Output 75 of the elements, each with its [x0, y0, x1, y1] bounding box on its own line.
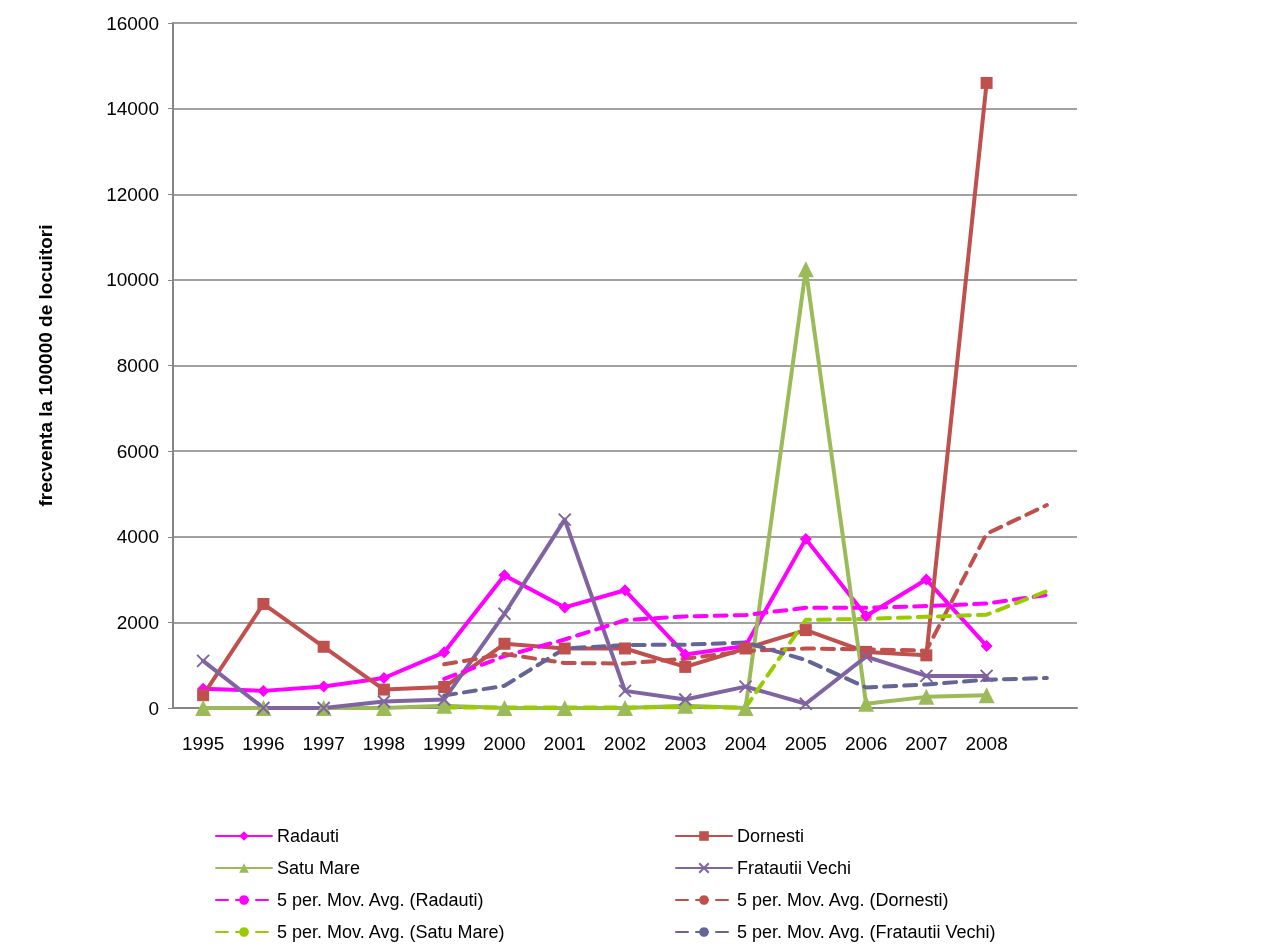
point [797, 261, 814, 278]
point [556, 700, 573, 716]
point [619, 584, 631, 597]
point [918, 688, 935, 705]
y-tick-label: 2000 [116, 611, 159, 633]
x-tick-label: 2007 [905, 733, 948, 754]
point [257, 684, 270, 697]
legend-label: Dornesti [737, 826, 805, 846]
y-tick-label: 16000 [106, 12, 159, 34]
point [737, 700, 754, 716]
x-tick-label: 2005 [784, 733, 827, 754]
point [557, 512, 572, 527]
legend-label: Fratautii Vechi [737, 858, 852, 878]
point [978, 687, 995, 704]
point [558, 601, 571, 614]
x-tick-label: 2003 [664, 733, 707, 754]
x-tick-label: 2006 [844, 733, 888, 754]
y-tick-label: 12000 [106, 183, 159, 205]
point [980, 639, 993, 652]
x-tick-label: 1996 [242, 733, 285, 754]
y-axis-title: frecventa la 100000 de locuitori [35, 224, 56, 507]
point [498, 637, 511, 650]
line-series [442, 640, 1049, 698]
point [619, 642, 631, 655]
point [496, 700, 513, 716]
point [376, 694, 391, 709]
point [438, 681, 451, 694]
point [196, 653, 211, 668]
point [979, 668, 994, 683]
legend-label: 5 per. Mov. Avg. (Dornesti) [737, 890, 949, 910]
point [859, 649, 874, 664]
point [497, 606, 512, 621]
y-tick-label: 6000 [116, 440, 159, 462]
point [919, 668, 934, 683]
y-tick-label: 14000 [106, 98, 159, 120]
point [799, 624, 812, 637]
point [438, 646, 451, 659]
point [920, 573, 933, 586]
point [558, 642, 571, 655]
point [679, 660, 692, 673]
point [195, 700, 212, 716]
y-tick-label: 4000 [116, 526, 159, 548]
x-tick-label: 1998 [362, 733, 406, 754]
legend-label: Radauti [277, 826, 340, 846]
point [799, 532, 812, 545]
x-tick-label: 2001 [543, 733, 586, 754]
x-tick-label: 1995 [181, 733, 225, 754]
point [377, 683, 390, 696]
legend-label: Satu Mare [277, 858, 361, 878]
y-tick-label: 10000 [106, 269, 159, 291]
point [197, 689, 210, 702]
point [738, 679, 753, 694]
point [498, 569, 511, 582]
x-tick-label: 1997 [302, 733, 345, 754]
point [437, 692, 452, 707]
legend-label: 5 per. Mov. Avg. (Fratautii Vechi) [737, 922, 996, 942]
point [257, 597, 270, 610]
point [679, 648, 692, 661]
point [617, 700, 633, 716]
point [860, 609, 873, 622]
point [920, 649, 933, 662]
point [618, 683, 632, 698]
point [798, 696, 813, 711]
x-tick-label: 2004 [724, 733, 768, 754]
point [980, 76, 993, 89]
x-tick-label: 2000 [483, 733, 526, 754]
y-tick-label: 8000 [116, 355, 159, 376]
x-tick-label: 1999 [423, 733, 466, 754]
y-tick-label: 0 [148, 697, 159, 719]
legend-label: 5 per. Mov. Avg. (Radauti) [277, 890, 484, 910]
point [317, 640, 330, 653]
point [678, 692, 693, 707]
legend-label: 5 per. Mov. Avg. (Satu Mare) [277, 922, 505, 942]
x-tick-label: 2008 [965, 733, 1008, 754]
x-tick-label: 2002 [603, 733, 647, 754]
